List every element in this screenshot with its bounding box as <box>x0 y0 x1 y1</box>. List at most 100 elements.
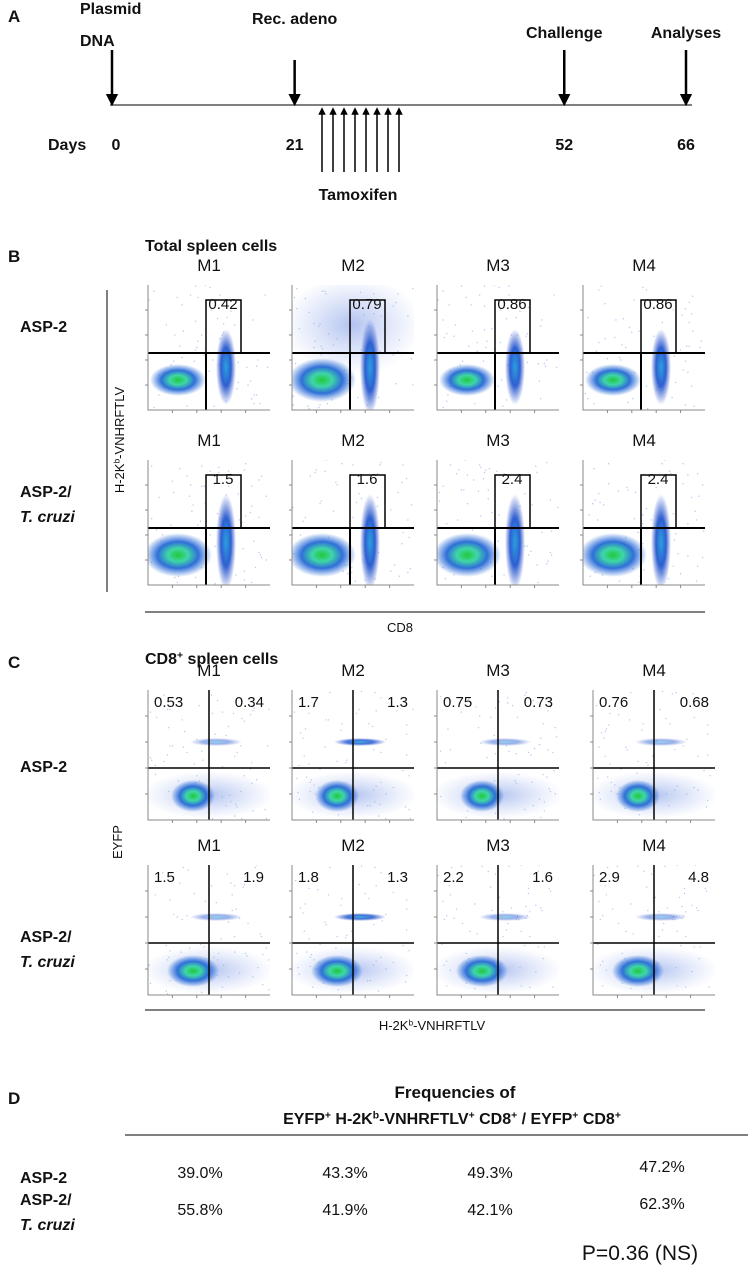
event-dot <box>654 896 656 899</box>
event-dot <box>546 359 548 361</box>
event-dot <box>397 491 399 494</box>
event-dot <box>686 738 688 741</box>
event-dot <box>405 478 408 480</box>
event-dot <box>254 866 257 869</box>
event-dot <box>249 768 252 770</box>
event-dot <box>599 918 602 921</box>
row-label: ASP-2 <box>20 759 67 776</box>
event-dot <box>508 750 510 752</box>
event-dot <box>609 712 611 715</box>
event-dot <box>548 887 550 890</box>
event-dot <box>598 493 600 495</box>
event-dot <box>243 579 246 581</box>
event-dot <box>675 381 677 384</box>
event-dot <box>679 349 682 351</box>
event-dot <box>199 943 202 945</box>
quadrant-value: 0.68 <box>680 694 709 711</box>
population <box>171 780 215 812</box>
event-dot <box>213 405 215 407</box>
event-dot <box>358 883 360 886</box>
event-dot <box>588 514 590 516</box>
population <box>292 533 356 577</box>
event-dot <box>646 408 649 410</box>
event-dot <box>695 580 698 582</box>
event-dot <box>211 359 214 361</box>
event-dot <box>259 403 261 405</box>
event-dot <box>336 484 338 486</box>
event-dot <box>344 762 347 764</box>
population <box>437 533 501 577</box>
event-dot <box>682 369 684 371</box>
event-dot <box>293 711 296 713</box>
event-dot <box>511 704 514 707</box>
event-dot <box>684 308 687 310</box>
quadrant-value: 0.53 <box>154 694 183 711</box>
event-dot <box>253 403 255 405</box>
population <box>311 955 363 987</box>
event-dot <box>497 385 499 387</box>
event-dot <box>153 406 155 409</box>
gate <box>494 299 531 354</box>
population <box>456 955 508 987</box>
event-dot <box>236 388 238 390</box>
event-dot <box>489 716 492 718</box>
event-dot <box>685 911 687 913</box>
event-dot <box>460 285 463 287</box>
text-part: / EYFP <box>517 1111 572 1128</box>
event-dot <box>706 733 709 735</box>
event-dot <box>683 887 686 890</box>
population <box>216 329 236 405</box>
event-dot <box>227 470 230 472</box>
event-dot <box>540 816 542 819</box>
gate-value: 0.42 <box>208 296 237 313</box>
population <box>439 364 495 396</box>
event-dot <box>670 473 672 475</box>
population <box>585 364 641 396</box>
population <box>148 533 212 577</box>
event-dot <box>410 358 413 360</box>
event-dot <box>171 480 174 482</box>
event-dot <box>166 754 169 756</box>
event-dot <box>682 463 684 465</box>
event-dot <box>296 952 298 955</box>
event-dot <box>251 581 253 584</box>
event-dot <box>401 481 403 484</box>
event-dot <box>265 947 268 949</box>
event-dot <box>150 518 153 520</box>
event-dot <box>396 710 398 712</box>
quadrant-value: 1.3 <box>387 694 408 711</box>
event-dot <box>449 464 452 466</box>
event-dot <box>154 764 157 767</box>
event-dot <box>358 708 360 711</box>
event-dot <box>595 704 598 707</box>
text-part: CD8 <box>145 651 177 668</box>
event-dot <box>204 900 207 903</box>
event-dot <box>627 489 629 491</box>
event-dot <box>255 394 258 396</box>
event-dot <box>536 471 538 474</box>
event-dot <box>666 907 669 909</box>
superscript: + <box>615 1110 621 1121</box>
event-dot <box>216 699 219 702</box>
event-dot <box>260 475 263 477</box>
event-dot <box>485 469 487 471</box>
event-dot <box>196 346 198 349</box>
event-dot <box>698 495 700 497</box>
event-dot <box>549 890 552 892</box>
event-dot <box>377 396 380 399</box>
flow-plot <box>583 460 705 585</box>
event-dot <box>455 473 458 475</box>
event-dot <box>681 697 683 699</box>
event-dot <box>700 340 703 342</box>
event-dot <box>494 707 497 709</box>
population <box>190 913 242 921</box>
event-dot <box>537 870 539 873</box>
event-dot <box>355 712 358 715</box>
column-label: M1 <box>197 836 221 855</box>
event-dot <box>671 396 673 399</box>
event-dot <box>519 310 521 312</box>
event-dot <box>392 891 394 893</box>
event-dot <box>351 566 353 569</box>
event-dot <box>210 885 213 887</box>
